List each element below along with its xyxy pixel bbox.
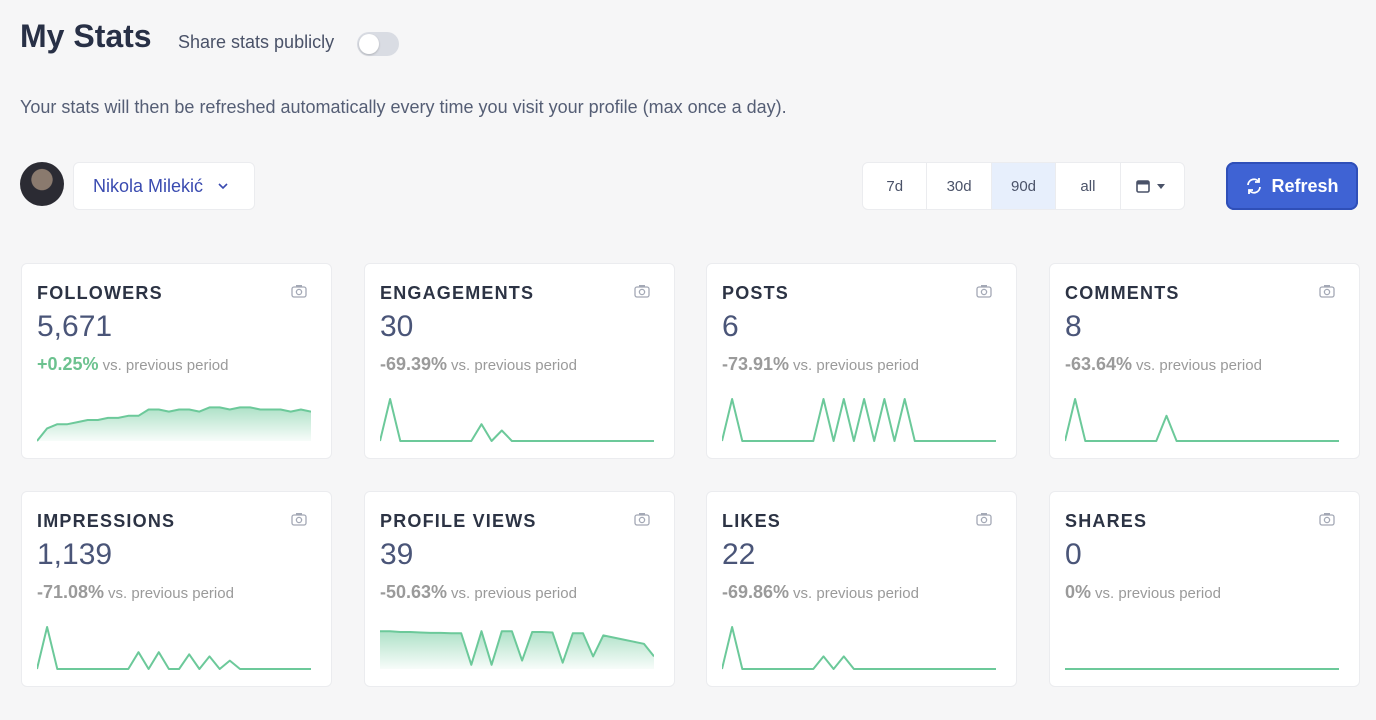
chevron [218,183,228,190]
sparkline [722,626,996,670]
stat-card: PROFILE VIEWS 39 -50.63% vs. previous perio… [364,491,675,687]
refresh-label: Refresh [1271,175,1339,196]
stat-change: 0% vs. previous period [1065,582,1221,603]
sparkline-area [37,407,311,441]
snapshot-icon[interactable] [976,284,992,298]
refresh-button[interactable]: Refresh [1226,162,1358,210]
snapshot-icon[interactable] [634,284,650,298]
comparison-label: vs. previous period [1136,357,1262,374]
stat-label: COMMENTS [1065,283,1180,303]
profile-dropdown[interactable]: Nikola Milekić [73,162,255,210]
stat-card: ENGAGEMENTS 30 -69.39% vs. previous period [364,263,675,459]
comparison-label: vs. previous period [793,585,919,602]
stat-card: COMMENTS 8 -63.64% vs. previous period [1049,263,1360,459]
sparkline-line [380,630,654,666]
sparkline [1065,398,1339,442]
sparkline [380,630,654,669]
sparkline-line [722,398,996,442]
stat-change: -50.63% vs. previous period [380,582,577,603]
range-option[interactable]: all [1056,163,1121,209]
sparkline [1065,668,1339,670]
toggle-knob [359,34,379,54]
stat-change: -69.86% vs. previous period [722,582,919,603]
calendar-picker[interactable] [1121,163,1184,209]
page-title: My Stats [20,18,152,54]
change-value: -71.08% [37,582,105,602]
stat-value: 30 [380,310,414,343]
stat-card: LIKES 22 -69.86% vs. previous period [706,491,1017,687]
stat-value: 6 [722,310,739,343]
range-option[interactable]: 90d [991,163,1057,209]
stat-value: 39 [380,538,414,571]
sparkline [37,626,311,670]
stat-change: +0.25% vs. previous period [37,354,228,375]
refresh-icon [1247,178,1262,194]
stat-value: 22 [722,538,756,571]
stat-label: POSTS [722,283,790,303]
description: Your stats will then be refreshed automa… [20,97,787,117]
stat-label: FOLLOWERS [37,283,163,303]
snapshot-icon[interactable] [291,284,307,298]
stat-change: -73.91% vs. previous period [722,354,919,375]
comparison-label: vs. previous period [451,585,577,602]
stat-value: 0 [1065,538,1082,571]
comparison-label: vs. previous period [793,357,919,374]
change-value: -63.64% [1065,354,1133,374]
range-option[interactable]: 30d [927,163,992,209]
profile-name: Nikola Milekić [93,175,204,196]
stat-change: -71.08% vs. previous period [37,582,234,603]
stat-label: IMPRESSIONS [37,511,176,531]
stat-label: SHARES [1065,511,1148,531]
change-value: -73.91% [722,354,790,374]
sparkline-line [37,406,311,442]
change-value: -69.39% [380,354,448,374]
sparkline-line [1065,398,1339,442]
sparkline [380,398,654,442]
sparkline [37,406,311,442]
comparison-label: vs. previous period [108,585,234,602]
stat-label: ENGAGEMENTS [380,283,535,303]
range-option[interactable]: 7d [863,163,928,209]
avatar [20,162,64,206]
snapshot-icon[interactable] [634,512,650,526]
comparison-label: vs. previous period [102,357,229,374]
snapshot-icon[interactable] [1319,512,1335,526]
share-toggle[interactable] [357,32,399,56]
stat-value: 5,671 [37,310,113,343]
stat-card: POSTS 6 -73.91% vs. previous period [706,263,1017,459]
share-label: Share stats publicly [178,32,335,52]
change-value: 0% [1065,582,1092,602]
snapshot-icon[interactable] [976,512,992,526]
comparison-label: vs. previous period [1095,585,1221,602]
stat-change: -63.64% vs. previous period [1065,354,1262,375]
snapshot-icon[interactable] [291,512,307,526]
comparison-label: vs. previous period [451,357,577,374]
sparkline-line [37,626,311,670]
stat-card: SHARES 0 0% vs. previous period [1049,491,1360,687]
stat-label: PROFILE VIEWS [380,511,537,531]
stat-value: 8 [1065,310,1082,343]
stat-value: 1,139 [37,538,113,571]
stat-change: -69.39% vs. previous period [380,354,577,375]
change-value: -69.86% [722,582,790,602]
sparkline-line [722,626,996,670]
sparkline [722,398,996,442]
snapshot-icon[interactable] [1319,284,1335,298]
sparkline-line [380,398,654,442]
change-value: +0.25% [37,354,99,374]
change-value: -50.63% [380,582,448,602]
stat-card: IMPRESSIONS 1,139 -71.08% vs. previous peri… [21,491,332,687]
stat-label: LIKES [722,511,782,531]
stat-card: FOLLOWERS 5,671 +0.25% vs. previous period [21,263,332,459]
range-selector: 7d 30d 90d all [862,162,1185,210]
calendar-icon [1136,180,1166,193]
